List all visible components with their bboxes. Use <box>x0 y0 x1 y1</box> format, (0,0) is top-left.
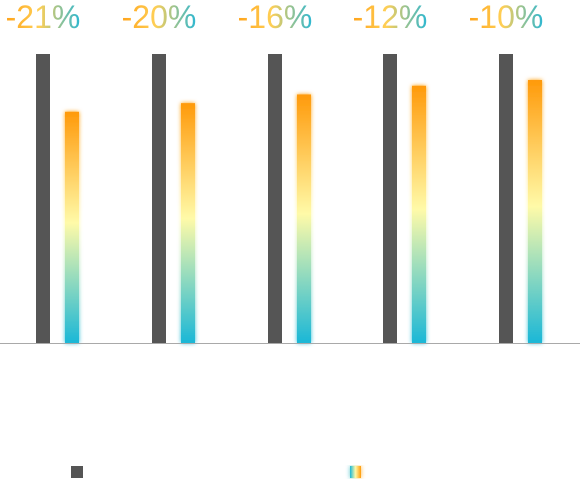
legend-swatch-series1 <box>71 466 83 478</box>
data-labels-layer: -21% -20% -16% -12% -10% <box>6 0 544 35</box>
bar-series2-1 <box>65 111 79 343</box>
legend-swatch-series2 <box>350 466 361 478</box>
data-label-5: -10% <box>469 0 544 35</box>
bar-series1-4 <box>383 54 397 343</box>
bar-series1-2 <box>152 54 166 343</box>
bar-series2-5 <box>528 80 542 343</box>
bar-series1-5 <box>499 54 513 343</box>
bar-series1-3 <box>268 54 282 343</box>
data-label-1: -21% <box>6 0 81 35</box>
bar-series2-4 <box>412 85 426 343</box>
legend <box>71 466 361 478</box>
bars-layer <box>36 54 542 344</box>
data-label-4: -12% <box>353 0 428 35</box>
bar-series2-3 <box>297 94 311 344</box>
bar-series1-1 <box>36 54 50 343</box>
bar-series2-2 <box>181 103 195 343</box>
data-label-3: -16% <box>238 0 313 35</box>
data-label-2: -20% <box>122 0 197 35</box>
